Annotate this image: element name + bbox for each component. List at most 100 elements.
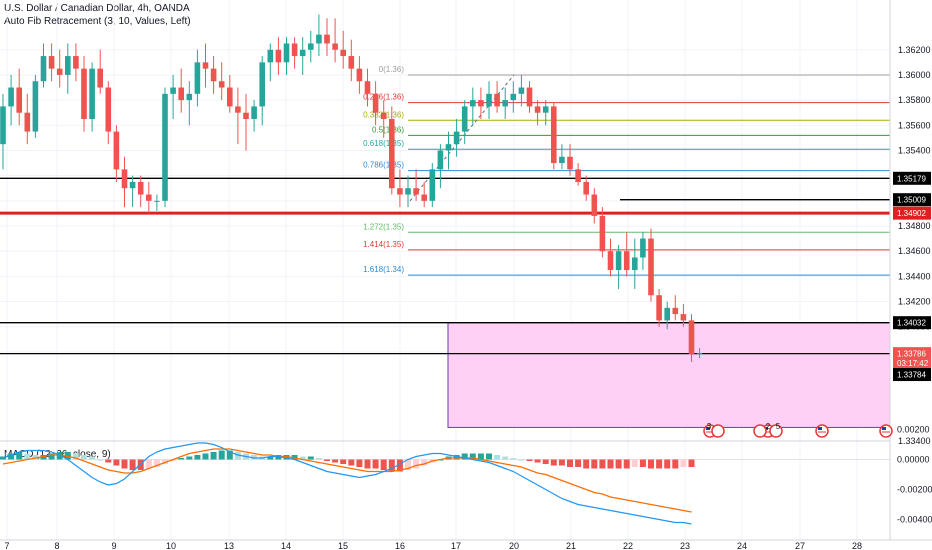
price-tick-label: 1.35600 bbox=[898, 120, 931, 130]
macd-histogram-bar bbox=[194, 455, 201, 460]
macd-histogram-bar bbox=[283, 455, 290, 460]
candle bbox=[413, 188, 419, 195]
candle bbox=[421, 194, 427, 201]
macd-histogram-bar bbox=[40, 455, 47, 460]
macd-histogram-bar bbox=[639, 459, 646, 467]
date-tick-label: 7 bbox=[4, 541, 9, 550]
us-flag-icon[interactable] bbox=[879, 424, 893, 438]
macd-histogram-bar bbox=[477, 453, 484, 460]
macd-histogram-bar bbox=[291, 455, 298, 460]
event-count-label: 5 bbox=[776, 422, 781, 431]
candle bbox=[494, 93, 500, 107]
us-flag-icon[interactable] bbox=[815, 424, 829, 438]
price-label-box bbox=[893, 171, 931, 185]
macd-histogram-bar bbox=[453, 455, 460, 460]
macd-histogram-bar bbox=[469, 453, 476, 460]
macd-histogram-bar bbox=[631, 459, 638, 467]
us-flag-icon bbox=[818, 427, 822, 430]
price-tick-label: 1.35800 bbox=[898, 95, 931, 105]
candle bbox=[623, 251, 630, 271]
chart-title: U.S. Dollar / Canadian Dollar, 4h, OANDA bbox=[4, 3, 190, 14]
candle bbox=[389, 119, 395, 189]
date-tick-label: 15 bbox=[338, 541, 348, 550]
macd-histogram-bar bbox=[380, 459, 387, 470]
price-tick-label: 1.36000 bbox=[898, 70, 931, 80]
macd-histogram-bar bbox=[202, 453, 209, 460]
candle bbox=[178, 87, 184, 101]
target-zone[interactable] bbox=[447, 322, 891, 428]
candle bbox=[97, 68, 103, 88]
us-flag-icon[interactable] bbox=[769, 424, 783, 438]
candle bbox=[502, 100, 508, 107]
price-tick-label: 1.34600 bbox=[898, 246, 931, 256]
date-tick-label: 23 bbox=[680, 541, 690, 550]
candle bbox=[154, 200, 160, 202]
candle bbox=[559, 156, 565, 164]
macd-histogram-bar bbox=[24, 453, 31, 460]
candle bbox=[348, 56, 355, 69]
candle bbox=[534, 106, 541, 113]
candle bbox=[437, 150, 444, 170]
price-label-text: 1.35009 bbox=[897, 196, 926, 205]
fib-label: 1.618(1.34) bbox=[363, 265, 404, 274]
macd-histogram-bar bbox=[494, 455, 501, 460]
price-label-box bbox=[893, 206, 931, 220]
us-flag-icon[interactable] bbox=[753, 424, 767, 438]
indicator-label: Auto Fib Retracement (3, 10, Values, Lef… bbox=[4, 16, 191, 27]
candle bbox=[170, 87, 176, 94]
macd-histogram-bar bbox=[591, 459, 598, 469]
macd-histogram-bar bbox=[405, 459, 411, 470]
macd-histogram-bar bbox=[89, 456, 96, 460]
macd-histogram-bar bbox=[324, 459, 330, 461]
candle bbox=[291, 43, 298, 57]
candle bbox=[48, 56, 55, 69]
macd-histogram-bar bbox=[218, 450, 225, 460]
macd-signal-line bbox=[2, 448, 692, 513]
macd-histogram-bar bbox=[178, 458, 185, 460]
candle bbox=[575, 169, 581, 182]
candle bbox=[105, 87, 112, 132]
macd-histogram-bar bbox=[364, 459, 371, 469]
date-tick-label: 22 bbox=[623, 541, 633, 550]
date-tick-label: 13 bbox=[224, 541, 234, 550]
price-label-box bbox=[893, 368, 931, 382]
macd-histogram-bar bbox=[664, 459, 671, 469]
candle bbox=[640, 238, 646, 258]
candle bbox=[397, 188, 403, 195]
macd-tick-label: 0.00200 bbox=[897, 425, 930, 435]
candle bbox=[599, 215, 606, 252]
candle bbox=[324, 34, 330, 44]
date-tick-label: 21 bbox=[566, 541, 576, 550]
price-label-box bbox=[893, 193, 931, 207]
date-tick-label: 8 bbox=[54, 541, 59, 550]
candle bbox=[583, 181, 589, 195]
macd-histogram-bar bbox=[226, 450, 233, 460]
macd-histogram-bar bbox=[145, 459, 152, 469]
date-tick-label: 14 bbox=[281, 541, 291, 550]
macd-line bbox=[2, 442, 692, 525]
candle bbox=[526, 87, 533, 107]
candle bbox=[518, 87, 525, 94]
candle bbox=[672, 307, 679, 315]
us-flag-icon[interactable] bbox=[711, 424, 725, 438]
candle bbox=[607, 251, 614, 271]
price-label-text: 1.33784 bbox=[897, 371, 926, 380]
macd-histogram-bar bbox=[105, 459, 112, 463]
us-flag-icon bbox=[882, 427, 886, 430]
candle bbox=[259, 62, 265, 107]
candle bbox=[73, 56, 79, 69]
macd-histogram-bar bbox=[340, 459, 347, 464]
candle bbox=[56, 68, 63, 75]
price-label-text: 03:17:42 bbox=[897, 359, 929, 368]
event-count-label: 2 bbox=[766, 422, 771, 431]
macd-histogram-bar bbox=[680, 459, 687, 467]
macd-histogram-bar bbox=[121, 459, 128, 469]
fib-label: 1.272(1.35) bbox=[363, 222, 404, 231]
macd-histogram-bar bbox=[372, 459, 379, 469]
macd-histogram-bar bbox=[656, 459, 663, 469]
candle bbox=[40, 56, 47, 82]
candle bbox=[340, 49, 346, 57]
candle bbox=[121, 169, 128, 189]
date-tick-label: 9 bbox=[111, 541, 116, 550]
